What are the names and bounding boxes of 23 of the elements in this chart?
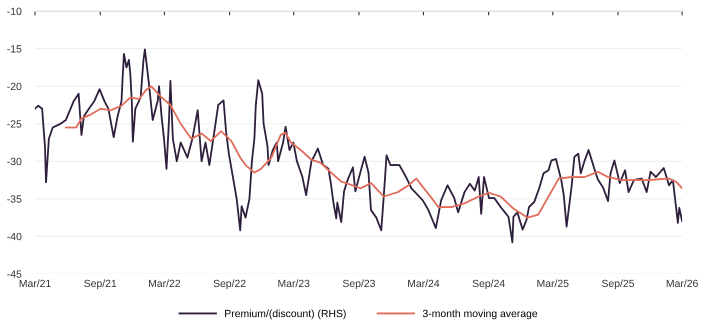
y-tick-label: -15 <box>7 45 22 53</box>
x-tick-label: Mar/26 <box>666 279 698 288</box>
x-tick-label: Sep/21 <box>84 279 116 290</box>
x-tick-label: Mar/23 <box>278 279 310 288</box>
x-tick-label: Sep/24 <box>472 279 505 290</box>
y-tick-label: -30 <box>7 158 22 166</box>
line-series <box>35 48 682 244</box>
legend-label: Premium/(discount) (RHS) <box>225 310 346 320</box>
x-tick-label: Sep/23 <box>342 279 375 290</box>
x-tick-label: Sep/25 <box>602 279 634 290</box>
y-tick-label: -10 <box>7 8 22 16</box>
y-tick-label: -25 <box>7 120 22 128</box>
line-series <box>64 85 682 218</box>
x-tick-label: Sep/22 <box>214 279 246 290</box>
x-tick-label: Mar/25 <box>537 279 569 288</box>
legend-label: 3-month moving average <box>422 310 538 320</box>
x-tick-label: Mar/24 <box>408 279 440 288</box>
y-tick-label: -20 <box>7 82 22 90</box>
x-tick-label: Mar/22 <box>149 279 180 288</box>
y-tick-label: -40 <box>7 232 22 240</box>
y-tick-label: -35 <box>7 195 22 203</box>
x-tick-label: Mar/21 <box>20 279 51 288</box>
y-tick-label: -45 <box>7 270 22 278</box>
